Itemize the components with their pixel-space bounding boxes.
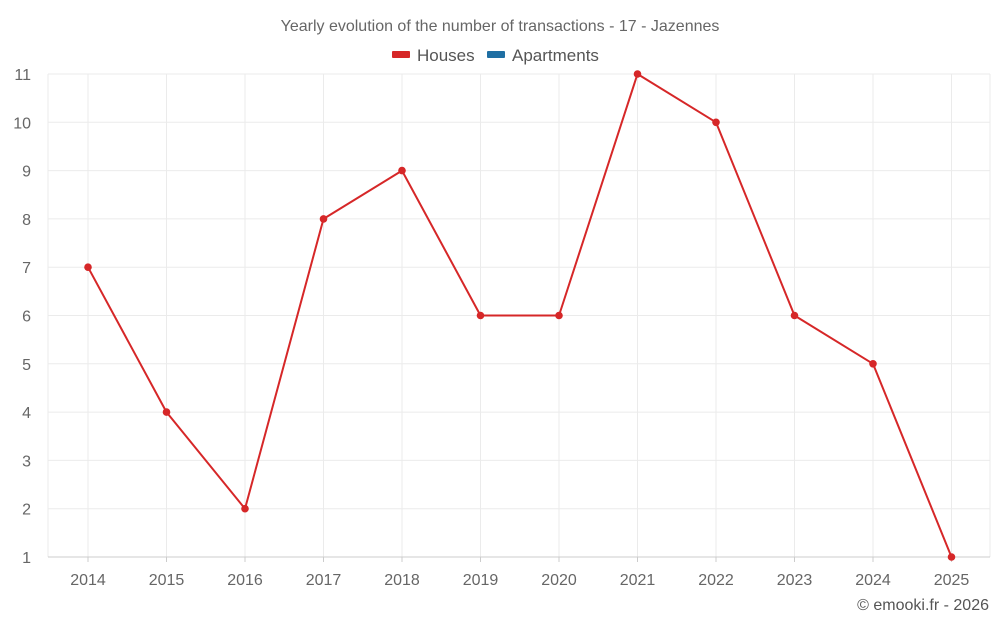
data-point-houses-2014[interactable] <box>84 263 92 272</box>
chart-title: Yearly evolution of the number of transa… <box>281 18 720 35</box>
legend: Houses Apartments <box>392 46 599 65</box>
axes <box>48 556 990 562</box>
x-tick-label: 2017 <box>306 572 342 589</box>
y-tick-label: 5 <box>22 357 31 374</box>
y-axis-ticks: 1 2 3 4 5 6 7 8 9 10 11 <box>13 67 31 567</box>
series-line-houses <box>87 73 953 558</box>
data-point-houses-2015[interactable] <box>162 408 171 416</box>
data-point-houses-2023[interactable] <box>790 311 799 320</box>
legend-swatch-houses <box>392 51 410 58</box>
x-tick-label: 2022 <box>698 572 734 589</box>
x-tick-label: 2018 <box>384 572 420 589</box>
legend-swatch-apartments <box>487 51 505 58</box>
legend-label-houses: Houses <box>417 46 475 65</box>
data-point-houses-2019[interactable] <box>476 311 485 320</box>
x-tick-label: 2020 <box>541 572 577 589</box>
data-point-houses-2018[interactable] <box>398 166 406 175</box>
x-tick-label: 2015 <box>149 572 185 589</box>
data-point-houses-2022[interactable] <box>712 118 720 127</box>
y-tick-label: 8 <box>22 212 31 229</box>
y-tick-label: 7 <box>22 260 31 277</box>
y-tick-label: 9 <box>22 164 31 181</box>
legend-item-apartments[interactable]: Apartments <box>487 46 599 65</box>
data-point-houses-2017[interactable] <box>319 215 328 223</box>
credit-text: © emooki.fr - 2026 <box>857 597 989 614</box>
grid <box>47 73 991 557</box>
y-tick-label: 2 <box>22 502 31 519</box>
y-tick-label: 1 <box>22 550 31 567</box>
x-tick-label: 2014 <box>70 572 106 589</box>
legend-item-houses[interactable]: Houses <box>392 46 475 65</box>
data-point-houses-2025[interactable] <box>947 553 956 561</box>
y-tick-label: 4 <box>22 405 31 422</box>
y-tick-label: 10 <box>13 115 31 132</box>
series <box>84 70 956 561</box>
x-tick-label: 2021 <box>620 572 656 589</box>
x-tick-label: 2024 <box>855 572 891 589</box>
y-tick-label: 11 <box>14 67 31 84</box>
y-tick-label: 3 <box>22 453 31 470</box>
data-point-houses-2024[interactable] <box>869 360 877 368</box>
x-tick-label: 2025 <box>934 572 970 589</box>
legend-label-apartments: Apartments <box>512 46 599 65</box>
x-tick-label: 2019 <box>463 572 499 589</box>
x-tick-label: 2023 <box>777 572 813 589</box>
y-tick-label: 6 <box>22 309 31 326</box>
data-point-houses-2021[interactable] <box>633 70 642 78</box>
x-axis-ticks: 2014 2015 2016 2017 2018 2019 2020 2021 2022 2023… <box>70 572 969 589</box>
data-point-houses-2016[interactable] <box>241 504 249 513</box>
data-point-houses-2020[interactable] <box>555 311 563 320</box>
x-tick-label: 2016 <box>227 572 263 589</box>
